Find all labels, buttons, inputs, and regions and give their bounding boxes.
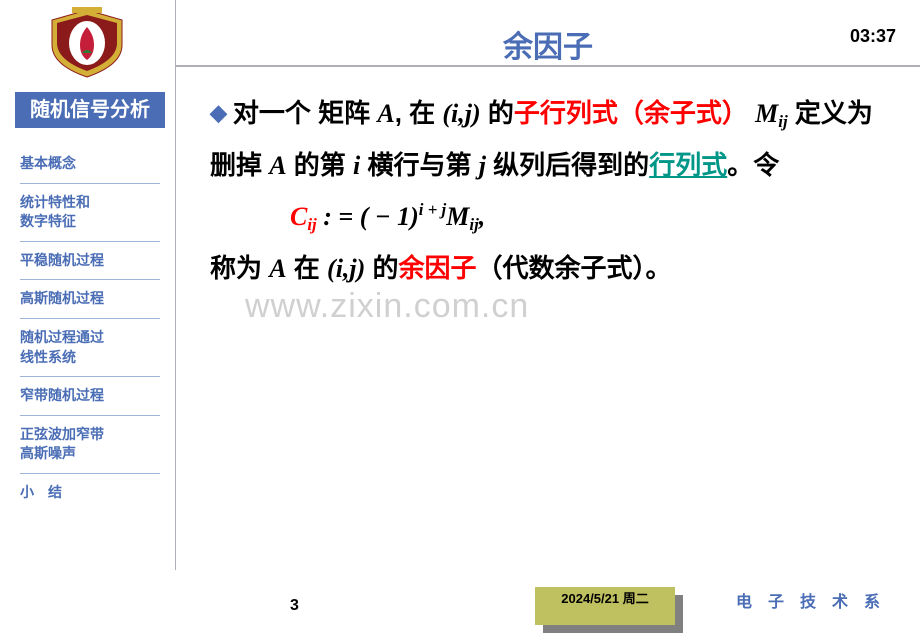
text: 的第 — [287, 150, 353, 180]
formula: Cij : = ( − 1)i + jMij, — [210, 191, 890, 243]
sidebar-title: 随机信号分析 — [15, 92, 165, 128]
nav-item-gaussian[interactable]: 高斯随机过程 — [20, 280, 160, 319]
vertical-divider — [175, 0, 176, 570]
text: （代数余子式）。 — [477, 253, 672, 283]
slide-content: ◆对一个 矩阵 A, 在 (i,j) 的子行列式（余子式） Mij 定义为删掉 … — [210, 88, 890, 295]
header: 余因子 03:37 — [176, 0, 920, 65]
nav-item-narrowband[interactable]: 窄带随机过程 — [20, 377, 160, 416]
footer-dept: 电子技术系 — [736, 588, 896, 612]
var-M2: Mij — [446, 202, 479, 231]
emblem-logo — [42, 5, 132, 80]
date-box: 2024/5/21 周二 — [535, 587, 675, 625]
text: 在 — [287, 253, 327, 283]
nav-item-basic[interactable]: 基本概念 — [20, 145, 160, 184]
var-ij: (i,j) — [442, 99, 480, 128]
sidebar: 随机信号分析 基本概念 统计特性和 数字特征 平稳随机过程 高斯随机过程 随机过… — [0, 0, 175, 637]
nav-item-stationary[interactable]: 平稳随机过程 — [20, 242, 160, 281]
formula-body: : = ( − 1) — [317, 202, 419, 231]
text: 的 — [365, 253, 398, 283]
bullet-icon: ◆ — [210, 100, 227, 125]
var-A3: A — [269, 254, 286, 283]
text: 纵列后得到的 — [486, 150, 649, 180]
header-border — [176, 65, 920, 67]
slide-title: 余因子 — [503, 22, 593, 66]
content-paragraph: ◆对一个 矩阵 A, 在 (i,j) 的子行列式（余子式） Mij 定义为删掉 … — [210, 88, 890, 295]
nav-item-summary[interactable]: 小 结 — [20, 474, 160, 512]
var-M: Mij — [755, 99, 788, 128]
term-determinant: 行列式 — [649, 150, 727, 180]
nav-item-linear[interactable]: 随机过程通过 线性系统 — [20, 319, 160, 377]
text: 。令 — [727, 150, 779, 180]
var-ij2: (i,j) — [327, 254, 365, 283]
nav-list: 基本概念 统计特性和 数字特征 平稳随机过程 高斯随机过程 随机过程通过 线性系… — [20, 145, 160, 512]
term-cofactor: 余因子 — [399, 253, 477, 283]
var-j: j — [479, 151, 486, 180]
term-minor: 子行列式（余子式） — [514, 98, 748, 128]
text: 横行与第 — [360, 150, 478, 180]
var-C: Cij — [290, 202, 317, 231]
time-display: 03:37 — [850, 26, 896, 47]
text: 称为 — [210, 253, 269, 283]
var-A: A — [377, 99, 394, 128]
nav-item-stats[interactable]: 统计特性和 数字特征 — [20, 184, 160, 242]
page-number: 3 — [290, 597, 299, 615]
formula-exp: i + j — [419, 200, 446, 219]
date-text: 2024/5/21 周二 — [535, 587, 675, 625]
formula-end: , — [479, 202, 486, 231]
text: 对一个 矩阵 — [233, 98, 377, 128]
nav-item-sine[interactable]: 正弦波加窄带 高斯噪声 — [20, 416, 160, 474]
text: 的 — [481, 98, 514, 128]
text: , 在 — [395, 98, 443, 128]
var-A2: A — [269, 151, 286, 180]
